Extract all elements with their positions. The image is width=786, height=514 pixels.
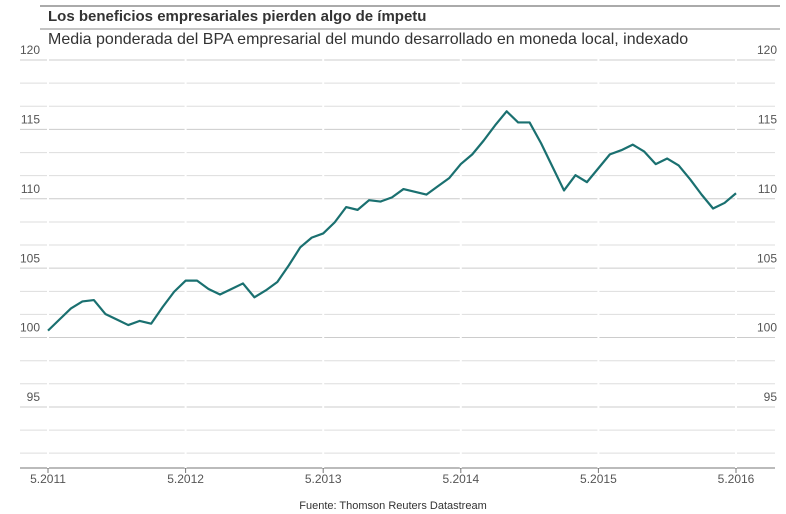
- y2-tick-label: 120: [757, 43, 777, 57]
- chart-subtitle: Media ponderada del BPA empresarial del …: [48, 31, 688, 48]
- x-tick-label: 5.2014: [442, 472, 479, 486]
- y-tick-label: 120: [20, 43, 40, 57]
- y-tick-label: 110: [21, 182, 40, 196]
- x-tick-label: 5.2015: [580, 472, 617, 486]
- y2-tick-label: 95: [764, 390, 778, 404]
- x-tick-label: 5.2012: [167, 472, 204, 486]
- y2-tick-label: 115: [758, 113, 777, 127]
- x-tick-label: 5.2011: [30, 472, 66, 486]
- y-tick-label: 105: [20, 251, 40, 265]
- x-tick-label: 5.2016: [718, 472, 755, 486]
- chart-title: Los beneficios empresariales pierden alg…: [48, 8, 426, 25]
- line: [47, 110, 737, 332]
- x-tick-label: 5.2013: [305, 472, 342, 486]
- y2-tick-label: 100: [757, 321, 777, 335]
- y-tick-label: 100: [20, 321, 40, 335]
- y-tick-label: 115: [21, 113, 40, 127]
- y2-tick-label: 105: [757, 251, 777, 265]
- y2-tick-label: 110: [758, 182, 777, 196]
- y-tick-label: 95: [27, 390, 41, 404]
- source: Fuente: Thomson Reuters Datastream: [299, 500, 487, 512]
